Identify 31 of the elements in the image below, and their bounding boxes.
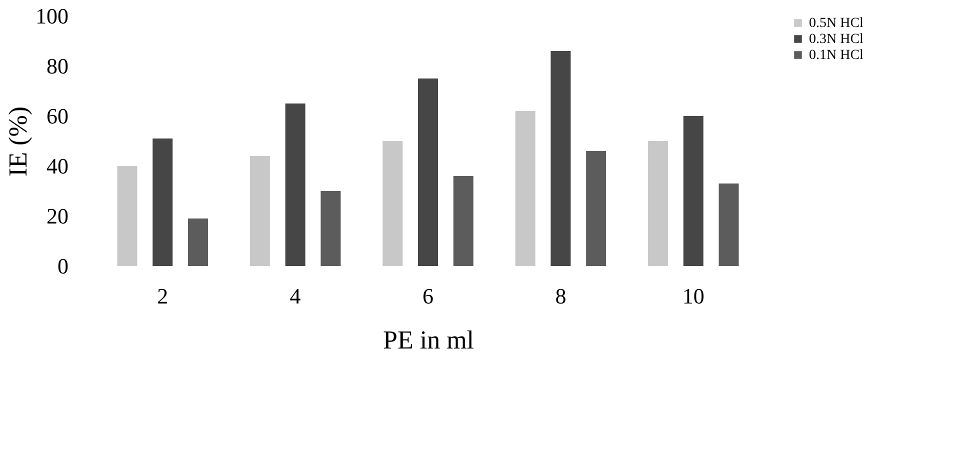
bar — [418, 78, 438, 266]
bar — [188, 218, 208, 266]
y-tick-label: 80 — [46, 54, 68, 78]
y-tick-label: 100 — [36, 4, 68, 28]
y-tick-label: 20 — [46, 204, 68, 228]
y-tick-label: 60 — [46, 104, 68, 128]
bar — [152, 138, 173, 266]
x-tick-label: 4 — [290, 284, 301, 308]
bar — [586, 151, 606, 266]
x-tick-label: 8 — [555, 284, 566, 308]
x-tick-label: 6 — [422, 284, 434, 308]
bar — [648, 141, 668, 266]
bar — [250, 156, 270, 266]
bar — [550, 51, 571, 266]
x-tick-label: 10 — [682, 284, 704, 308]
legend-label: 0.5N HCl — [809, 16, 864, 31]
x-tick-label: 2 — [157, 284, 168, 308]
y-tick-label: 0 — [58, 254, 68, 278]
bar — [320, 191, 341, 266]
bar — [453, 176, 474, 266]
bar — [117, 166, 138, 266]
bar — [515, 111, 536, 266]
bar — [285, 104, 306, 266]
y-axis-title: IE (%) — [4, 106, 32, 177]
bar — [718, 184, 739, 266]
legend-label: 0.3N HCl — [809, 32, 864, 47]
bar — [382, 141, 403, 266]
x-axis-title: PE in ml — [382, 326, 474, 354]
legend-label: 0.1N HCl — [809, 48, 864, 63]
y-tick-label: 40 — [46, 154, 68, 178]
bar — [683, 116, 704, 266]
